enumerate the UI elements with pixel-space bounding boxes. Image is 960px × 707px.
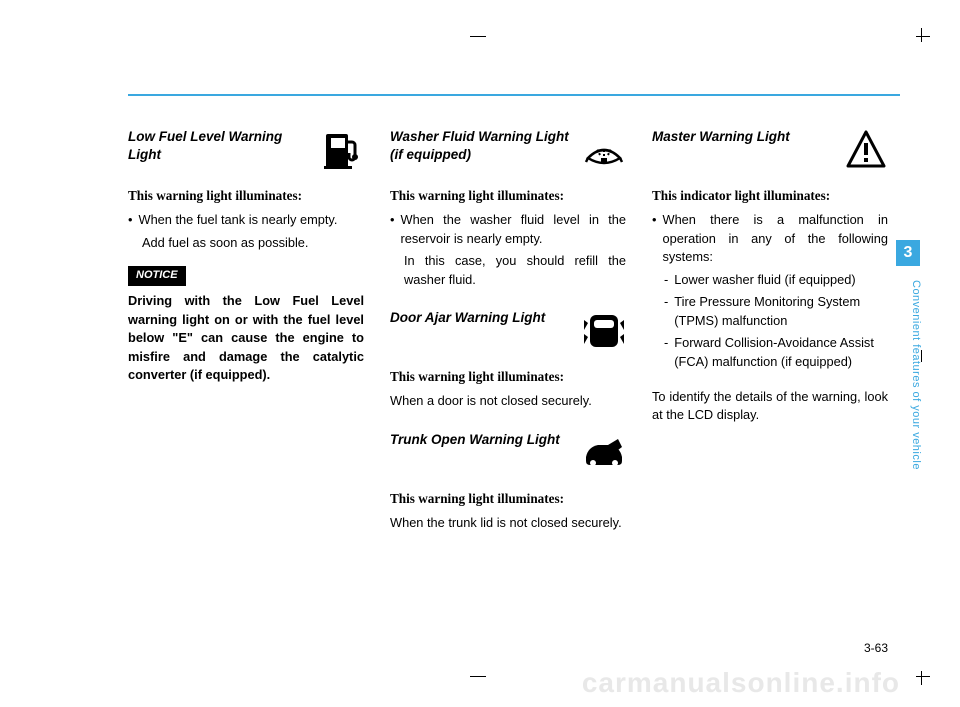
low-fuel-notice: Driving with the Low Fuel Level warning … [128, 292, 364, 385]
master-item-1-text: Tire Pressure Monitoring System (TPMS) m… [674, 293, 888, 330]
low-fuel-bullet-text: When the fuel tank is nearly empty. [138, 211, 337, 230]
washer-section: Washer Fluid Warning Light (if equipped)… [390, 128, 626, 289]
bullet-dot: • [128, 211, 132, 230]
dash: - [664, 334, 668, 371]
low-fuel-title: Low Fuel Level Warning Light [128, 128, 310, 163]
master-tail: To identify the details of the warning, … [652, 388, 888, 425]
low-fuel-section: Low Fuel Level Warning Light This warnin… [128, 128, 364, 385]
side-label: Convenient features of your vehicle [896, 280, 922, 580]
door-section: Door Ajar Warning Light This warning lig… [390, 309, 626, 411]
low-fuel-bullet: • When the fuel tank is nearly empty. [128, 211, 364, 230]
low-fuel-bullet-sub: Add fuel as soon as possible. [128, 234, 364, 253]
page-number: 3-63 [864, 641, 888, 655]
master-section: Master Warning Light This indicator ligh… [652, 128, 888, 425]
column-2: Washer Fluid Warning Light (if equipped)… [390, 128, 626, 553]
washer-fluid-icon [582, 128, 626, 172]
low-fuel-subhead: This warning light illuminates: [128, 186, 364, 205]
trunk-title: Trunk Open Warning Light [390, 431, 572, 449]
header-rule [128, 94, 900, 96]
crop-mark [470, 676, 486, 677]
dash: - [664, 293, 668, 330]
column-1: Low Fuel Level Warning Light This warnin… [128, 128, 364, 553]
dash: - [664, 271, 668, 290]
page-content: Low Fuel Level Warning Light This warnin… [128, 128, 888, 553]
bullet-dot: • [652, 211, 656, 267]
bullet-dot: • [390, 211, 394, 248]
trunk-open-icon [582, 431, 626, 475]
washer-bullet-sub: In this case, you should refill the wash… [390, 252, 626, 289]
fuel-pump-icon [320, 128, 364, 172]
master-item-0: - Lower washer fluid (if equipped) [652, 271, 888, 290]
watermark: carmanualsonline.info [582, 667, 900, 699]
crop-mark [470, 36, 486, 37]
crop-mark [916, 676, 930, 677]
crop-mark [921, 671, 922, 685]
door-ajar-icon [582, 309, 626, 353]
washer-bullet: • When the washer fluid level in the res… [390, 211, 626, 248]
crop-mark [916, 36, 930, 37]
washer-title: Washer Fluid Warning Light (if equipped) [390, 128, 572, 163]
door-title: Door Ajar Warning Light [390, 309, 572, 327]
trunk-subhead: This warning light illuminates: [390, 489, 626, 508]
master-subhead: This indicator light illuminates: [652, 186, 888, 205]
master-warning-icon [844, 128, 888, 172]
chapter-tab: 3 [896, 240, 920, 266]
master-title: Master Warning Light [652, 128, 834, 146]
crop-mark [921, 28, 922, 42]
master-item-2-text: Forward Collision-Avoidance Assist (FCA)… [674, 334, 888, 371]
trunk-body: When the trunk lid is not closed securel… [390, 514, 626, 533]
master-bullet: • When there is a malfunction in operati… [652, 211, 888, 267]
notice-tag: NOTICE [128, 266, 186, 286]
washer-subhead: This warning light illuminates: [390, 186, 626, 205]
master-item-2: - Forward Collision-Avoidance Assist (FC… [652, 334, 888, 371]
door-body: When a door is not closed securely. [390, 392, 626, 411]
column-3: Master Warning Light This indicator ligh… [652, 128, 888, 553]
washer-bullet-text: When the washer fluid level in the reser… [400, 211, 626, 248]
master-item-1: - Tire Pressure Monitoring System (TPMS)… [652, 293, 888, 330]
master-bullet-text: When there is a malfunction in operation… [662, 211, 888, 267]
door-subhead: This warning light illuminates: [390, 367, 626, 386]
master-item-0-text: Lower washer fluid (if equipped) [674, 271, 855, 290]
trunk-section: Trunk Open Warning Light This warning li… [390, 431, 626, 533]
